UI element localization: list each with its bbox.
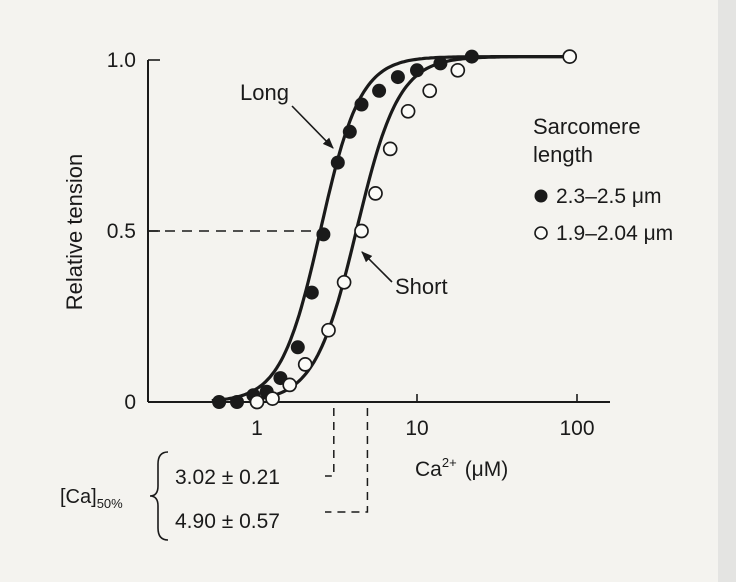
legend-marker-filled (534, 189, 548, 203)
legend-title-line2: length (533, 142, 593, 167)
data-point-long (316, 227, 331, 242)
data-point-long (342, 124, 357, 139)
data-point-short (382, 141, 398, 157)
fitted-curves (211, 54, 572, 403)
ec50-annotation: [Ca]50% 3.02 ± 0.21 4.90 ± 0.57 (60, 230, 369, 541)
data-point-short (336, 274, 352, 290)
curve-label-long: Long (240, 80, 289, 105)
data-point-long (354, 97, 369, 112)
fit-curve-short (249, 54, 572, 402)
page-edge-shadow (718, 0, 736, 582)
long-arrow (291, 105, 334, 149)
legend-entry-long: 2.3–2.5 μm (556, 185, 662, 208)
data-point-short (562, 49, 578, 64)
ec50-short-leader (325, 408, 369, 513)
ec50-short-value: 4.90 ± 0.57 (175, 510, 280, 533)
ec50-label-sub: 50% (97, 496, 123, 511)
legend: Sarcomere length 2.3–2.5 μm 1.9–2.04 μm (533, 114, 673, 245)
x-tick-label: 100 (559, 417, 594, 440)
data-point-short (297, 357, 313, 372)
data-point-long (212, 395, 227, 409)
y-tick-label: 1.0 (107, 49, 136, 72)
data-point-short (354, 223, 369, 239)
x-axis-label-sup: 2+ (442, 455, 457, 470)
y-tick-label: 0.5 (107, 220, 136, 243)
fit-curve-long (211, 54, 570, 403)
data-point-long (433, 56, 448, 71)
ec50-long-leader (325, 408, 335, 477)
axis-ticks: 1 10 100 0 0.5 1.0 (107, 49, 595, 440)
ec50-label-main: [Ca] (60, 486, 97, 508)
data-point-short (282, 377, 298, 393)
legend-marker-open (534, 226, 548, 240)
ec50-brace (149, 451, 169, 541)
y-tick-label: 0 (124, 391, 136, 414)
data-point-long (290, 340, 305, 355)
legend-title-line1: Sarcomere (533, 114, 641, 139)
data-point-short (450, 62, 466, 78)
data-point-short (422, 83, 438, 99)
data-point-long (410, 63, 424, 78)
legend-entry-short: 1.9–2.04 μm (556, 222, 673, 245)
data-point-long (372, 83, 387, 98)
x-axis-label: Ca2+ (μM) (415, 455, 508, 481)
data-point-long (464, 49, 479, 64)
data-point-short (265, 391, 280, 406)
short-arrow (361, 251, 393, 283)
ec50-long-value: 3.02 ± 0.21 (175, 466, 280, 489)
y-axis-label: Relative tension (62, 154, 87, 311)
data-point-short (321, 322, 336, 338)
data-point-long (304, 285, 319, 300)
data-point-long (330, 155, 345, 170)
data-point-short (249, 394, 265, 410)
data-point-short (368, 186, 383, 201)
data-point-short (400, 103, 416, 119)
x-axis-label-main: Ca (415, 458, 442, 481)
curve-label-short: Short (395, 274, 448, 299)
x-tick-label: 1 (251, 417, 263, 440)
data-point-long (390, 70, 405, 85)
ec50-label: [Ca]50% (60, 486, 123, 511)
data-point-long (230, 395, 244, 409)
x-tick-label: 10 (405, 417, 428, 440)
x-axis-label-unit: (μM) (465, 458, 509, 481)
